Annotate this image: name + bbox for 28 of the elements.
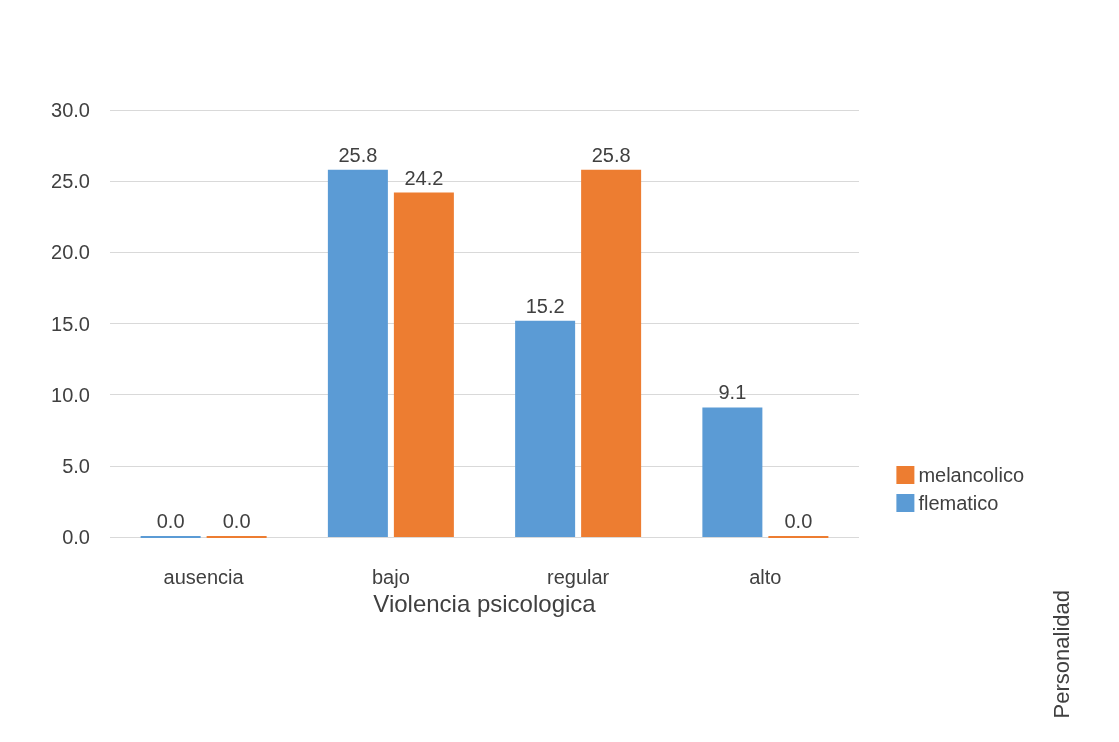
bar	[581, 169, 642, 537]
x-tick-label: regular	[546, 566, 610, 588]
x-axis-title: Violencia psicologica	[373, 590, 597, 618]
legend-label: melancolico	[918, 464, 1024, 486]
x-tick-label: bajo	[371, 566, 410, 588]
legend-title: Personalidad	[1048, 589, 1074, 719]
bar	[515, 320, 576, 537]
bar	[327, 169, 388, 537]
data-label: 0.0	[784, 510, 813, 532]
data-label: 25.8	[591, 143, 631, 166]
x-tick-label: alto	[749, 566, 782, 588]
y-tick-label: 15.0	[51, 312, 90, 335]
data-label: 9.1	[718, 381, 747, 404]
data-label: 0.0	[156, 510, 185, 532]
y-tick-label: 30.0	[51, 99, 90, 121]
data-label: 25.8	[338, 143, 378, 166]
data-label: 24.2	[404, 166, 444, 189]
y-tick-label: 10.0	[51, 383, 90, 406]
legend-label: flematico	[918, 492, 999, 514]
bar	[702, 407, 763, 537]
y-tick-label: 5.0	[62, 454, 90, 477]
bar	[393, 192, 454, 537]
data-label: 0.0	[222, 510, 251, 532]
y-tick-label: 25.0	[51, 170, 90, 193]
y-tick-label: 0.0	[62, 526, 90, 548]
data-label: 15.2	[525, 294, 565, 317]
y-tick-label: 20.0	[51, 241, 90, 264]
x-tick-label: ausencia	[163, 566, 245, 588]
